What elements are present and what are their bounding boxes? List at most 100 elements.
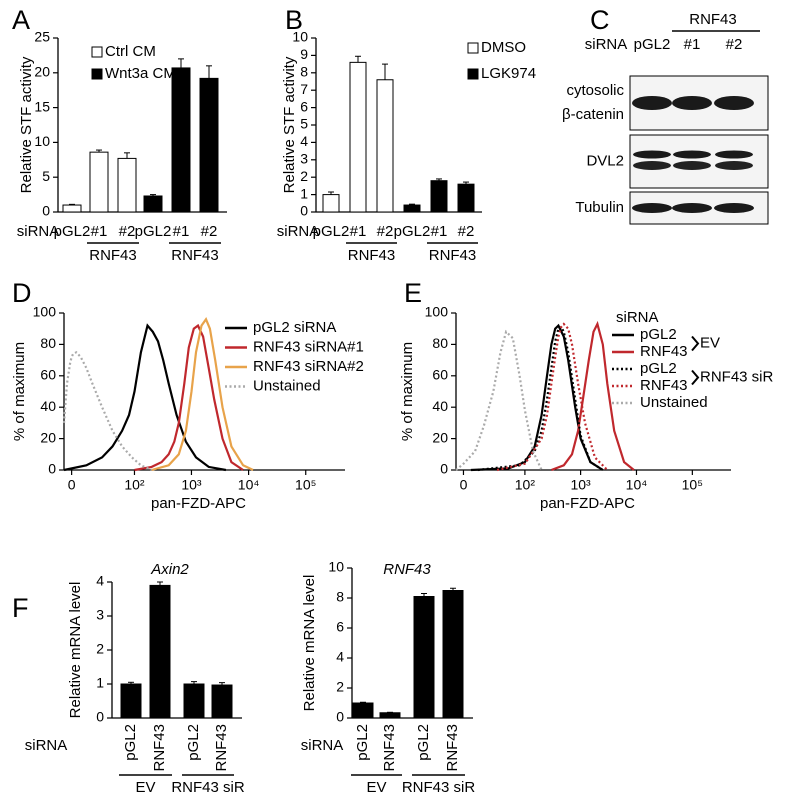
y-tick-label: 4 (300, 133, 308, 149)
legend-label: pGL2 (640, 360, 677, 377)
blot-band (715, 161, 753, 170)
bar (413, 596, 435, 719)
bar (430, 180, 448, 213)
legend-title: siRNA (616, 309, 659, 326)
y-tick-label: 40 (432, 398, 448, 414)
legend-label: LGK974 (481, 65, 536, 82)
group-label: EV (366, 779, 386, 796)
y-tick-label: 7 (300, 81, 308, 97)
y-tick-label: 40 (40, 398, 56, 414)
x-tick-label: #2 (458, 223, 475, 240)
y-tick-label: 80 (432, 335, 448, 351)
x-tick-label: #2 (201, 223, 218, 240)
legend-group-label: RNF43 siR (700, 368, 774, 385)
y-tick-label: 9 (300, 46, 308, 62)
group-label: RNF43 (89, 247, 137, 264)
blot-band (715, 150, 753, 159)
x-tick-label: #1 (350, 223, 367, 240)
blot-band (673, 150, 711, 159)
y-axis-label: Relative STF activity (281, 56, 298, 193)
bar (322, 194, 340, 213)
y-tick-label: 1 (300, 185, 308, 201)
y-tick-label: 1 (96, 675, 104, 691)
y-tick-label: 2 (96, 641, 104, 657)
legend-label: RNF43 (640, 377, 688, 394)
bar (120, 683, 142, 719)
bar (457, 183, 475, 213)
y-tick-label: 8 (300, 64, 308, 80)
row-label: siRNA (585, 36, 628, 53)
y-tick-label: 5 (300, 116, 308, 132)
panel-letter: D (12, 278, 32, 308)
bar (442, 590, 464, 719)
y-tick-label: 100 (425, 304, 449, 320)
x-tick-label: RNF43 (381, 724, 398, 772)
bar (149, 584, 171, 719)
chart-title: RNF43 (383, 561, 431, 578)
legend-swatch (91, 46, 103, 58)
x-tick-label: 10³ (181, 477, 202, 493)
y-tick-label: 25 (34, 29, 50, 45)
group-label: RNF43 siR (402, 779, 476, 796)
y-tick-label: 0 (440, 461, 448, 477)
y-tick-label: 20 (40, 429, 56, 445)
panel-letter: C (590, 5, 610, 35)
y-tick-label: 5 (42, 168, 50, 184)
histogram-line (551, 320, 635, 472)
blot-band (632, 203, 672, 213)
y-tick-label: 60 (40, 367, 56, 383)
legend-label: pGL2 siRNA (253, 319, 336, 336)
x-tick-label: 0 (460, 477, 468, 493)
x-tick-label: pGL2 (122, 724, 139, 761)
panel-letter: B (285, 5, 303, 35)
blot-band (673, 161, 711, 170)
blot-band (714, 96, 754, 110)
x-tick-label: RNF43 (151, 724, 168, 772)
bar (352, 702, 374, 719)
legend-swatch (91, 68, 103, 80)
x-tick-label: 10⁴ (626, 477, 648, 493)
blot-band (633, 161, 671, 170)
group-label: RNF43 (429, 247, 477, 264)
y-tick-label: 2 (300, 168, 308, 184)
y-axis-label: % of maximum (11, 342, 28, 441)
panel-letter: A (12, 5, 30, 35)
x-tick-label: RNF43 (213, 724, 230, 772)
legend-label: Ctrl CM (105, 43, 156, 60)
histogram-line (151, 317, 254, 472)
x-tick-label: 10⁵ (295, 477, 316, 493)
bar (62, 204, 82, 213)
row-label: siRNA (277, 223, 320, 240)
legend-label: Wnt3a CM (105, 65, 176, 82)
y-tick-label: 100 (33, 304, 57, 320)
legend-brace (691, 335, 700, 352)
y-tick-label: 20 (34, 64, 50, 80)
y-tick-label: 2 (336, 679, 344, 695)
y-tick-label: 15 (34, 98, 50, 114)
histogram-line (455, 329, 543, 471)
group-label: RNF43 (689, 11, 737, 28)
y-tick-label: 3 (300, 151, 308, 167)
row-label: siRNA (301, 737, 344, 754)
y-axis-label: % of maximum (399, 342, 416, 441)
lane-label: #1 (684, 36, 701, 53)
x-axis-label: pan-FZD-APC (151, 495, 246, 512)
y-tick-label: 6 (300, 98, 308, 114)
x-tick-label: 10² (515, 477, 536, 493)
lane-label: pGL2 (634, 36, 671, 53)
blot-band (672, 203, 712, 213)
x-tick-label: #1 (431, 223, 448, 240)
y-tick-label: 3 (96, 607, 104, 623)
y-axis-label: Relative mRNA level (301, 575, 318, 712)
y-tick-label: 0 (48, 461, 56, 477)
lane-label: #2 (726, 36, 743, 53)
x-tick-label: 10³ (570, 477, 591, 493)
group-label: RNF43 siR (171, 779, 245, 796)
bar (379, 712, 401, 719)
y-tick-label: 4 (96, 573, 104, 589)
row-label: siRNA (17, 223, 60, 240)
x-tick-label: #1 (91, 223, 108, 240)
blot-band (714, 203, 754, 213)
legend-label: Unstained (640, 394, 708, 411)
panel-letter: F (12, 593, 29, 623)
